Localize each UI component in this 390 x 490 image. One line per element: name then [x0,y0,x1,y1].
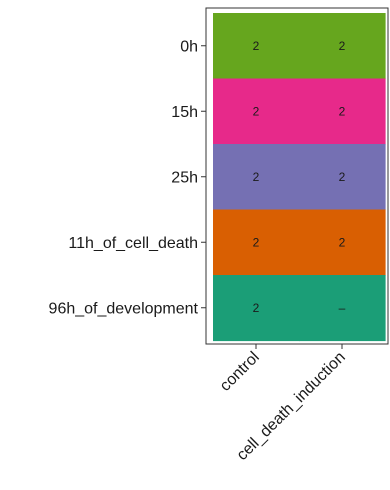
heatmap-tile-11h_of_cell_death-control [213,209,300,276]
cell-label-15h-control: 2 [253,104,260,118]
y-tick-label-25h: 25h [171,169,198,186]
heatmap-tiles [213,13,386,342]
heatmap-tile-25h-cell_death_induction [299,144,386,211]
heatmap-tile-96h_of_development-control [213,275,300,342]
cell-label-0h-control: 2 [253,39,260,53]
cell-label-96h_of_development-control: 2 [253,301,260,315]
heatmap-cell-labels: 2 2 2 2 2 2 2 2 2 – [253,39,346,315]
x-tick-label-control: control [217,349,263,395]
cell-label-11h_of_cell_death-cell_death_induction: 2 [339,235,346,249]
cell-label-25h-cell_death_induction: 2 [339,170,346,184]
y-axis: 0h 15h 25h 11h_of_cell_death 96h_of_developm… [49,38,206,317]
y-tick-label-11h_of_cell_death: 11h_of_cell_death [68,235,198,252]
y-tick-label-0h: 0h [180,38,198,55]
y-tick-label-96h_of_development: 96h_of_development [49,300,199,317]
cell-label-96h_of_development-cell_death_induction: – [339,301,346,315]
heatmap-tile-25h-control [213,144,300,211]
heatmap-tile-96h_of_development-cell_death_induction [299,275,386,342]
panel-border [205,7,389,345]
heatmap-tile-11h_of_cell_death-cell_death_induction [299,209,386,276]
heatmap-tile-0h-control [213,13,300,80]
heatmap-tile-0h-cell_death_induction [299,13,386,80]
heatmap-tile-15h-control [213,78,300,145]
y-tick-label-15h: 15h [171,104,198,121]
cell-label-11h_of_cell_death-control: 2 [253,235,260,249]
cell-label-0h-cell_death_induction: 2 [339,39,346,53]
cell-label-25h-control: 2 [253,170,260,184]
heatmap-tile-15h-cell_death_induction [299,78,386,145]
cell-label-15h-cell_death_induction: 2 [339,104,346,118]
